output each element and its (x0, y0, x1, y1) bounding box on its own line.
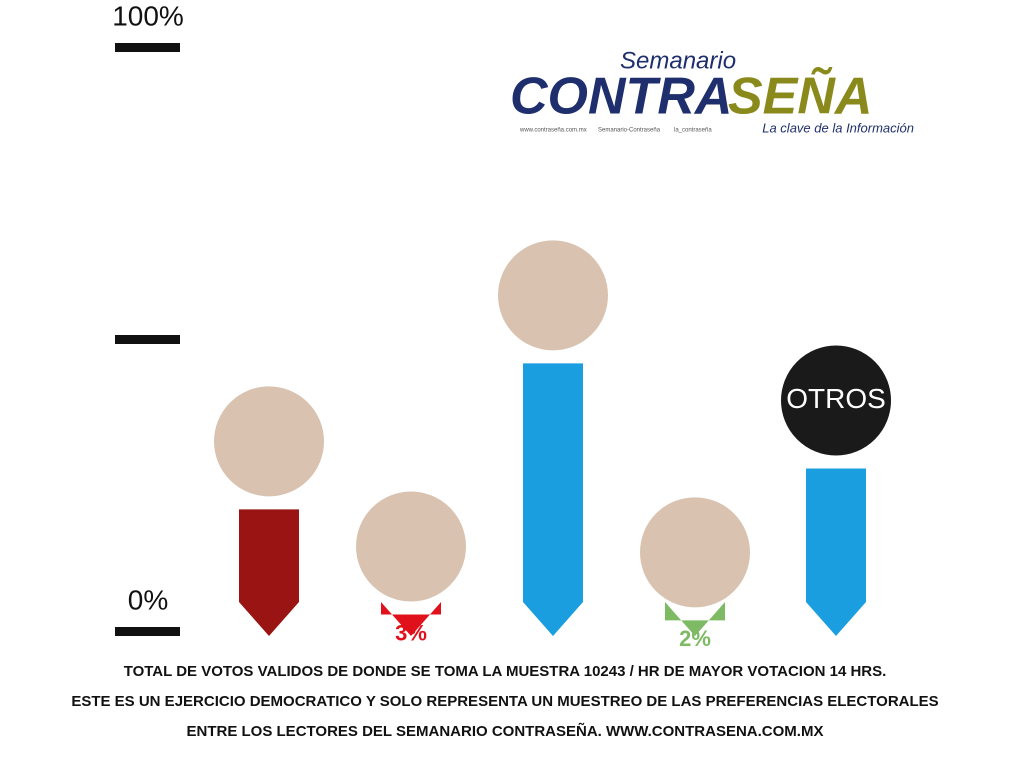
logo-name: CONTRA (510, 68, 732, 126)
bar (381, 602, 441, 636)
logo: Semanario CONTRA SEÑA La clave de la Inf… (510, 47, 914, 135)
bar (239, 509, 299, 636)
footer: TOTAL DE VOTOS VALIDOS DE DONDE SE TOMA … (71, 663, 938, 740)
y-tick-label: 0% (128, 584, 168, 615)
candidate-photo (212, 384, 326, 499)
tick-mark (115, 43, 180, 52)
tick-mark (115, 627, 180, 636)
value-label: 2% (679, 626, 711, 651)
footer-line: ESTE ES UN EJERCICIO DEMOCRATICO Y SOLO … (71, 693, 938, 710)
tick-mark (115, 335, 180, 344)
logo-kicker: Semanario (620, 47, 736, 74)
footer-line: ENTRE LOS LECTORES DEL SEMANARIO CONTRAS… (187, 722, 824, 740)
logo-tagline: La clave de la Información (762, 120, 914, 135)
value-label: 3% (395, 620, 427, 645)
logo-link: www.contraseña.com.mx (519, 128, 587, 134)
value-label: 46% (531, 369, 575, 394)
y-tick-label: 100% (112, 0, 184, 31)
footer-line: TOTAL DE VOTOS VALIDOS DE DONDE SE TOMA … (124, 663, 887, 680)
value-label: 21% (247, 515, 291, 540)
candidate-photo (354, 489, 468, 604)
bar (665, 602, 725, 636)
logo-link: Semanario-Contraseña (598, 128, 661, 134)
category-label: OTROS (786, 383, 886, 414)
label-circle (779, 343, 893, 458)
logo-name: SEÑA (728, 67, 872, 126)
logo-link: la_contraseña (674, 128, 712, 134)
value-label: 28% (814, 474, 858, 499)
candidate-photo (496, 238, 610, 353)
bar (806, 468, 866, 636)
candidate-photo (638, 495, 752, 610)
bar (523, 363, 583, 636)
